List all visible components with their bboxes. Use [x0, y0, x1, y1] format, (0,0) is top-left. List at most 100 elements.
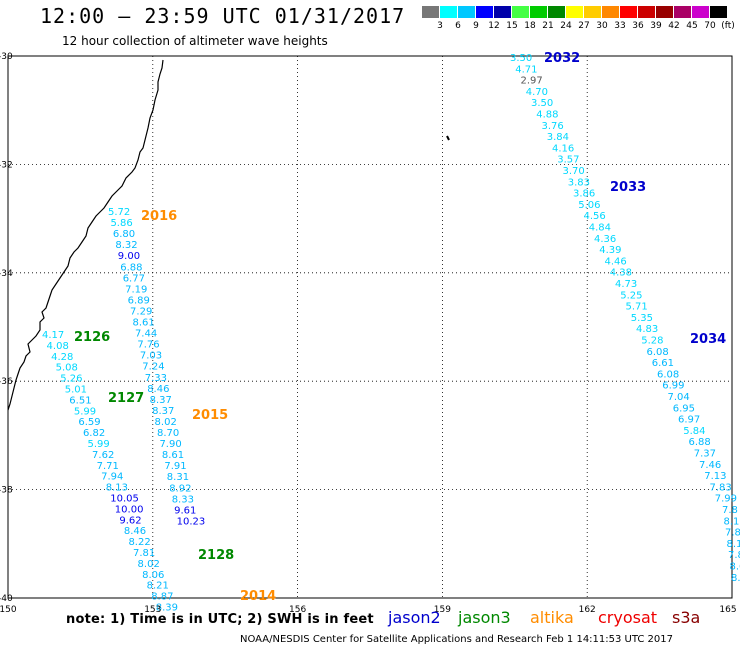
map-title: 12:00 – 23:59 UTC 01/31/2017 — [40, 4, 406, 28]
swh-value: 6.88 — [689, 437, 711, 448]
color-swatch — [602, 6, 619, 18]
swh-value: 5.35 — [631, 313, 653, 324]
swh-value: 8.02 — [155, 417, 177, 428]
swh-value: 6.82 — [83, 428, 105, 439]
swh-value: 8.1 — [727, 539, 740, 550]
swh-value: 5.84 — [683, 426, 705, 437]
latitude-tick-label: -32 — [0, 160, 13, 170]
swh-value: 9.61 — [174, 505, 196, 516]
swh-value: 5.99 — [74, 406, 96, 417]
color-scale-label: 39 — [650, 21, 662, 31]
swh-value: 6.51 — [69, 395, 91, 406]
color-scale-label: 24 — [560, 21, 572, 31]
swh-value: 4.17 — [42, 330, 64, 341]
color-swatch — [692, 6, 709, 18]
swh-value: 6.61 — [652, 358, 674, 369]
longitude-tick-label: 159 — [434, 605, 451, 615]
lat-lon-grid — [8, 56, 732, 598]
units-note: note: 1) Time is in UTC; 2) SWH is in fe… — [66, 612, 374, 627]
swh-value: 4.08 — [47, 341, 69, 352]
swh-value: 3.76 — [542, 121, 564, 132]
swh-value: 7.76 — [137, 340, 159, 351]
color-swatch — [440, 6, 457, 18]
swh-value: 3.83 — [568, 177, 590, 188]
color-scale-label: 21 — [542, 21, 554, 31]
swh-value: 5.72 — [108, 207, 130, 218]
swh-value: 7.13 — [704, 471, 726, 482]
color-scale-label: 33 — [614, 21, 626, 31]
swh-value: 7.19 — [125, 284, 147, 295]
color-scale-label: 12 — [488, 21, 500, 31]
swh-value: 5.26 — [60, 374, 82, 385]
swh-value: 8.61 — [133, 318, 155, 329]
swh-value: 8.21 — [147, 581, 169, 592]
color-scale-label: (ft) — [721, 21, 735, 31]
color-swatch — [458, 6, 475, 18]
swh-value: 3.86 — [573, 189, 595, 200]
swh-value: 7.03 — [140, 351, 162, 362]
latitude-tick-label: -40 — [0, 594, 13, 604]
swh-value: 6.08 — [657, 369, 679, 380]
swh-value: 4.84 — [589, 223, 611, 234]
color-scale-label: 6 — [455, 21, 461, 31]
swh-value: 6.59 — [78, 417, 100, 428]
color-swatch — [674, 6, 691, 18]
swh-value: 5.08 — [56, 363, 78, 374]
swh-value: 5.86 — [110, 218, 132, 229]
swh-value: 7.37 — [694, 449, 716, 460]
color-swatch — [512, 6, 529, 18]
swh-value: 8.13 — [106, 483, 128, 494]
swh-value: 7.29 — [130, 306, 152, 317]
latitude-tick-label: -34 — [0, 269, 13, 279]
swh-value: 4.36 — [594, 234, 616, 245]
swh-value: 8.31 — [167, 472, 189, 483]
small-island — [446, 135, 450, 141]
longitude-tick-label: 156 — [289, 605, 306, 615]
swh-value: 8.37 — [150, 395, 172, 406]
swh-value: 6.77 — [123, 273, 145, 284]
swh-value: 7.90 — [159, 439, 181, 450]
swh-value: 2.97 — [521, 76, 543, 87]
longitude-tick-label: 162 — [579, 605, 596, 615]
swh-value: 5.99 — [88, 439, 110, 450]
swh-value: 7.99 — [715, 494, 737, 505]
swh-value: 5.06 — [578, 200, 600, 211]
swh-value: 8.1 — [724, 516, 740, 527]
color-swatch — [620, 6, 637, 18]
swh-value: 4.88 — [536, 110, 558, 121]
pass-time-label: 2034 — [690, 332, 726, 347]
longitude-tick-label: 153 — [144, 605, 161, 615]
color-swatch — [548, 6, 565, 18]
swh-value: 6.89 — [128, 295, 150, 306]
color-scale-label: 3 — [437, 21, 443, 31]
swh-value: 8.39 — [731, 573, 740, 584]
swh-value: 7.83 — [710, 482, 732, 493]
swh-value: 7.81 — [133, 548, 155, 559]
swh-value: 9.00 — [118, 251, 140, 262]
swh-value: 3.84 — [547, 132, 569, 143]
swh-value: 5.28 — [641, 336, 663, 347]
swh-value: 8.06 — [142, 570, 164, 581]
color-scale-label: 45 — [686, 21, 698, 31]
swh-value: 4.56 — [584, 211, 606, 222]
swh-value: 4.38 — [610, 268, 632, 279]
swh-value: 4.16 — [552, 143, 574, 154]
color-swatch — [566, 6, 583, 18]
swh-value: 8.02 — [138, 559, 160, 570]
swh-value: 7.91 — [164, 461, 186, 472]
satellite-legend-jason2: jason2 — [388, 608, 441, 627]
color-scale-label: 18 — [524, 21, 536, 31]
color-swatch — [476, 6, 493, 18]
color-scale-label: 27 — [578, 21, 590, 31]
satellite-legend-s3a: s3a — [672, 608, 701, 627]
swh-value: 7.83 — [728, 550, 740, 561]
axis-labels: 150 153 156 159 162 165 -30 -32 -34 -36 -38 -40 — [0, 52, 737, 615]
color-scale-label: 9 — [473, 21, 479, 31]
swh-value: 7.04 — [668, 392, 690, 403]
swh-value: 6.99 — [662, 381, 684, 392]
swh-value: 6.80 — [113, 229, 135, 240]
swh-value: 4.28 — [51, 352, 73, 363]
swh-value: 8.70 — [157, 428, 179, 439]
color-swatch — [710, 6, 727, 18]
